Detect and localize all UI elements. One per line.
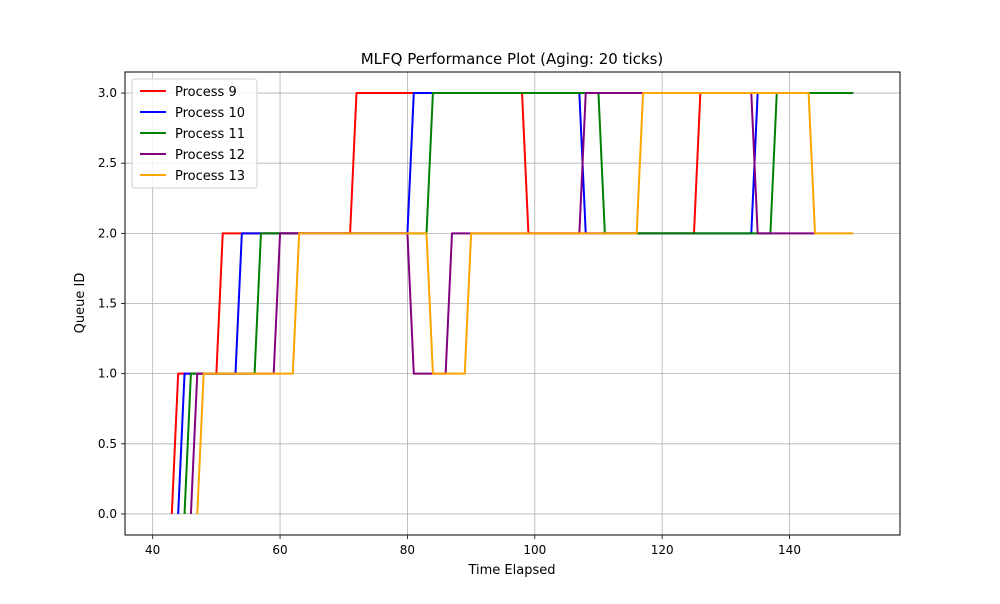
x-tick-label: 120: [651, 543, 674, 557]
x-tick-label: 100: [523, 543, 546, 557]
x-tick-label: 140: [778, 543, 801, 557]
y-tick-label: 1.5: [98, 297, 117, 311]
axis-ticks: 40 60 80 100 120 140 0.0 0.5 1.0 1.5 2.0 2.5 3.0: [98, 86, 801, 557]
legend-label: Process 9: [175, 85, 237, 100]
plot-area: [170, 92, 854, 514]
series-line-5: [196, 92, 854, 514]
x-axis-label: Time Elapsed: [467, 563, 555, 578]
legend-label: Process 10: [175, 106, 245, 121]
x-tick-label: 40: [145, 543, 160, 557]
legend-label: Process 11: [175, 127, 245, 142]
legend-label: Process 12: [175, 148, 245, 163]
y-axis-label: Queue ID: [73, 273, 88, 334]
y-tick-label: 2.5: [98, 156, 117, 170]
legend: Process 9 Process 10 Process 11 Process 12 P…: [131, 78, 258, 189]
y-tick-label: 0.5: [98, 437, 117, 451]
x-tick-label: 80: [400, 543, 415, 557]
legend-label: Process 13: [175, 169, 245, 184]
y-tick-label: 2.0: [98, 226, 117, 240]
y-tick-label: 0.0: [98, 507, 117, 521]
y-tick-label: 1.0: [98, 367, 117, 381]
chart-title: MLFQ Performance Plot (Aging: 20 ticks): [361, 50, 664, 68]
y-tick-label: 3.0: [98, 86, 117, 100]
x-tick-label: 60: [272, 543, 287, 557]
legend-box: [131, 78, 258, 189]
